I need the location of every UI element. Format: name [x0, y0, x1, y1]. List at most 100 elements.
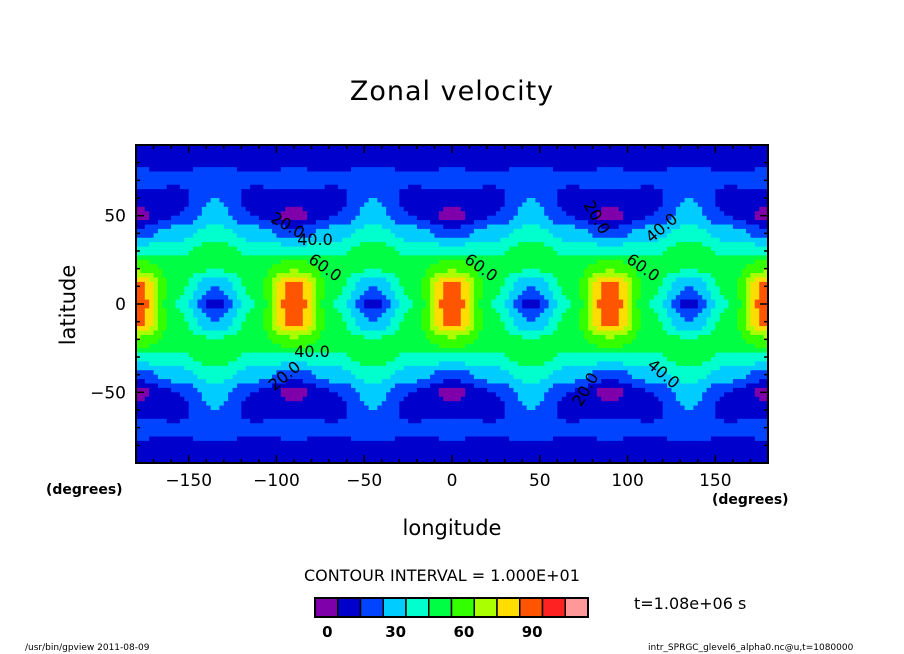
heatmap-cell: [355, 228, 361, 234]
heatmap-cell: [351, 153, 357, 159]
heatmap-cell: [574, 220, 580, 226]
heatmap-cell: [381, 149, 387, 155]
heatmap-cell: [250, 290, 256, 296]
heatmap-cell: [495, 286, 501, 292]
heatmap-cell: [215, 220, 220, 226]
heatmap-cell: [434, 290, 440, 296]
heatmap-cell: [430, 153, 436, 159]
heatmap-cell: [469, 215, 475, 221]
heatmap-cell: [741, 145, 747, 151]
heatmap-cell: [517, 281, 523, 287]
heatmap-cell: [386, 149, 392, 155]
heatmap-cell: [557, 198, 563, 204]
heatmap-cell: [149, 145, 155, 151]
heatmap-cell: [509, 162, 515, 168]
heatmap-cell: [311, 145, 317, 151]
heatmap-cell: [592, 259, 598, 265]
heatmap-cell: [526, 286, 532, 292]
heatmap-cell: [399, 180, 405, 186]
heatmap-cell: [623, 162, 629, 168]
heatmap-cell: [557, 264, 563, 270]
heatmap-cell: [526, 255, 532, 261]
heatmap-cell: [539, 202, 545, 208]
heatmap-cell: [416, 153, 422, 159]
heatmap-cell: [706, 290, 712, 296]
heatmap-cell: [447, 233, 453, 239]
heatmap-cell: [719, 189, 725, 195]
heatmap-cell: [588, 198, 594, 204]
heatmap-cell: [517, 242, 523, 248]
heatmap-cell: [539, 237, 545, 243]
heatmap-cell: [702, 237, 708, 243]
heatmap-cell: [618, 281, 624, 287]
heatmap-cell: [355, 198, 361, 204]
heatmap-cell: [136, 171, 141, 177]
heatmap-cell: [236, 233, 242, 239]
heatmap-cell: [579, 268, 585, 274]
heatmap-cell: [500, 264, 506, 270]
heatmap-cell: [136, 193, 141, 199]
heatmap-cell: [377, 215, 383, 221]
heatmap-cell: [355, 233, 361, 239]
heatmap-cell: [179, 202, 185, 208]
heatmap-cell: [136, 273, 141, 279]
heatmap-cell: [245, 189, 251, 195]
heatmap-cell: [351, 281, 357, 287]
heatmap-cell: [737, 224, 743, 230]
heatmap-cell: [206, 193, 212, 199]
heatmap-cell: [368, 206, 374, 212]
heatmap-cell: [531, 171, 536, 177]
heatmap-cell: [346, 281, 352, 287]
heatmap-cell: [601, 273, 607, 279]
heatmap-cell: [193, 202, 199, 208]
heatmap-cell: [298, 264, 304, 270]
heatmap-cell: [408, 246, 414, 252]
heatmap-cell: [311, 251, 317, 257]
heatmap-cell: [715, 175, 721, 181]
heatmap-cell: [315, 233, 321, 239]
heatmap-cell: [684, 268, 690, 274]
heatmap-cell: [298, 233, 304, 239]
heatmap-cell: [250, 224, 256, 230]
heatmap-cell: [517, 220, 523, 226]
heatmap-cell: [443, 268, 449, 274]
heatmap-cell: [557, 162, 563, 168]
heatmap-cell: [285, 281, 291, 287]
heatmap-cell: [245, 206, 251, 212]
heatmap-cell: [236, 180, 242, 186]
heatmap-cell: [671, 290, 677, 296]
heatmap-cell: [359, 295, 365, 301]
heatmap-cell: [311, 264, 317, 270]
heatmap-cell: [667, 153, 673, 159]
heatmap-cell: [689, 206, 694, 212]
heatmap-cell: [250, 189, 256, 195]
heatmap-cell: [627, 202, 633, 208]
heatmap-cell: [153, 277, 159, 283]
heatmap-cell: [596, 145, 602, 151]
heatmap-cell: [280, 162, 286, 168]
heatmap-cell: [697, 198, 703, 204]
heatmap-cell: [478, 215, 484, 221]
heatmap-cell: [403, 224, 409, 230]
heatmap-cell: [662, 233, 668, 239]
heatmap-cell: [702, 233, 708, 239]
heatmap-cell: [539, 167, 545, 173]
heatmap-cell: [157, 246, 163, 252]
heatmap-cell: [759, 264, 765, 270]
heatmap-cell: [473, 184, 479, 190]
heatmap-cell: [210, 145, 216, 151]
heatmap-cell: [386, 193, 392, 199]
heatmap-cell: [184, 264, 190, 270]
heatmap-cell: [623, 202, 629, 208]
heatmap-cell: [184, 295, 190, 301]
heatmap-cell: [460, 158, 466, 164]
heatmap-cell: [394, 295, 400, 301]
heatmap-cell: [535, 162, 541, 168]
heatmap-cell: [425, 189, 431, 195]
heatmap-cell: [206, 206, 212, 212]
heatmap-cell: [640, 264, 646, 270]
heatmap-cell: [193, 264, 199, 270]
heatmap-cell: [188, 281, 194, 287]
heatmap-cell: [754, 175, 760, 181]
heatmap-cell: [311, 295, 317, 301]
